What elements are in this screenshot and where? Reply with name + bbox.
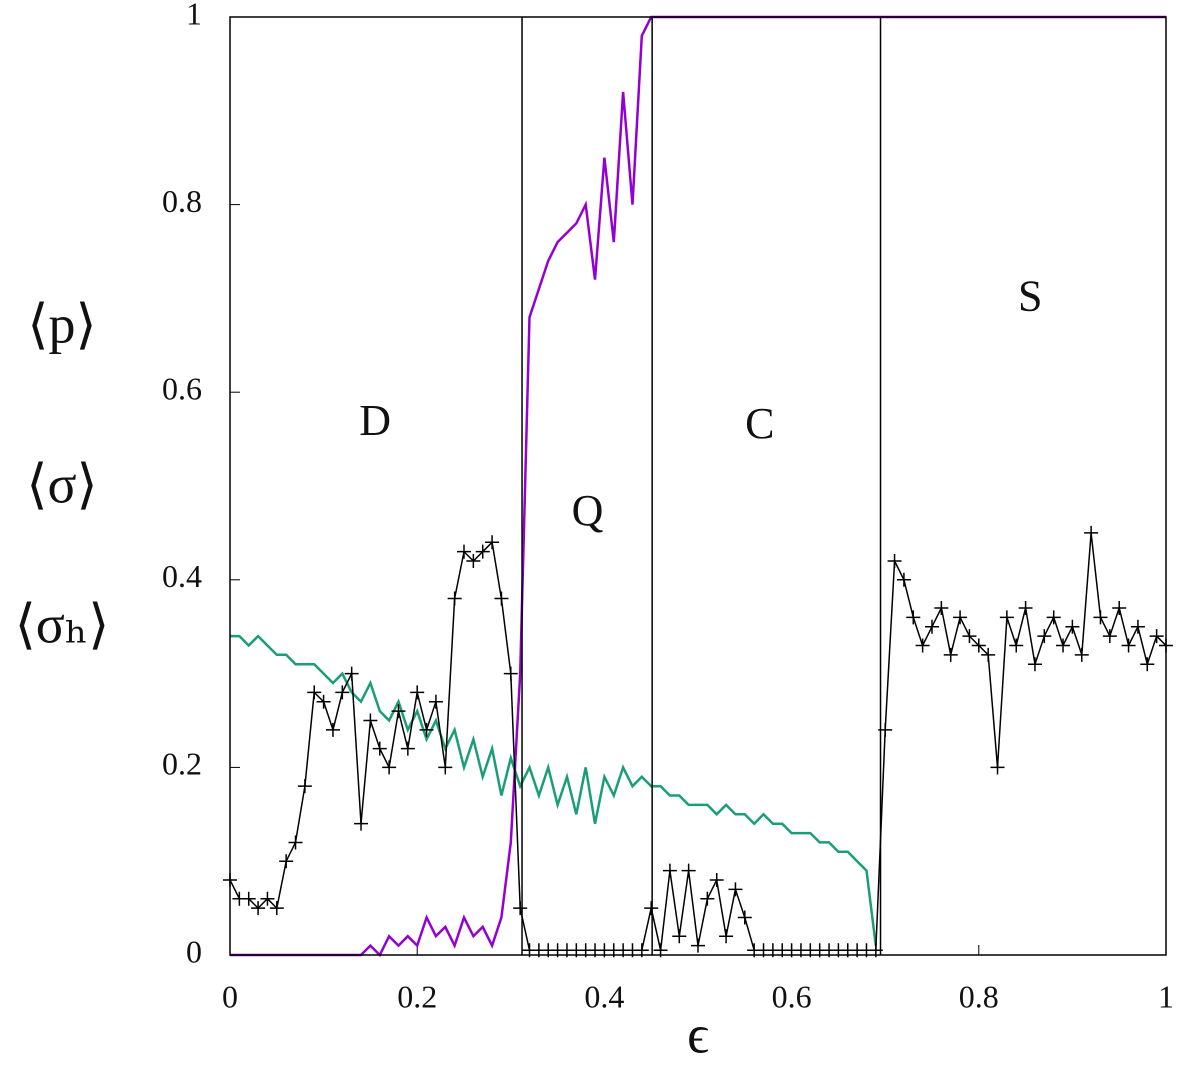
x-tick-label: 0.6 — [772, 978, 812, 1014]
point-marker — [925, 619, 939, 634]
point-marker — [1102, 629, 1117, 644]
point-marker — [447, 591, 462, 606]
point-marker — [1130, 619, 1145, 634]
point-marker — [1084, 525, 1099, 540]
point-marker — [1112, 600, 1127, 615]
point-marker — [719, 929, 734, 944]
plot-frame — [229, 16, 1167, 956]
point-marker — [672, 929, 687, 944]
y-tick-label: 0 — [186, 933, 202, 969]
x-tick-label: 0 — [222, 978, 238, 1014]
point-marker — [934, 600, 949, 615]
x-tick-label: 1 — [1158, 978, 1174, 1014]
point-marker — [335, 685, 350, 700]
y-tick-label: 0.2 — [162, 746, 202, 782]
y-axis-label: ⟨p⟩ — [27, 294, 96, 354]
region-label: C — [745, 399, 774, 448]
point-marker — [1065, 619, 1080, 634]
series-line — [230, 15, 1166, 958]
point-marker — [269, 901, 284, 916]
point-marker — [297, 779, 312, 794]
point-marker — [662, 863, 677, 878]
point-marker — [700, 891, 715, 906]
point-marker — [1027, 657, 1042, 672]
point-marker — [410, 685, 425, 700]
series-line — [229, 532, 1167, 952]
point-marker — [260, 891, 275, 906]
point-marker — [485, 535, 500, 550]
point-marker — [953, 610, 968, 625]
point-marker — [981, 647, 996, 662]
y-tick-label: 0.8 — [162, 183, 202, 219]
point-marker — [644, 901, 659, 916]
point-marker — [971, 638, 986, 653]
point-marker — [325, 722, 340, 737]
point-marker — [896, 572, 911, 587]
point-marker — [241, 891, 256, 906]
region-label: D — [359, 396, 391, 445]
point-marker — [1037, 629, 1052, 644]
point-marker — [475, 544, 490, 559]
x-tick-label: 0.2 — [397, 978, 437, 1014]
y-tick-label: 0.6 — [162, 371, 202, 407]
point-marker — [513, 901, 528, 916]
y-tick-label: 0.4 — [162, 558, 202, 594]
point-marker — [428, 694, 443, 709]
point-marker — [999, 610, 1014, 625]
point-marker — [709, 872, 724, 887]
point-marker — [316, 694, 331, 709]
point-marker — [382, 760, 397, 775]
x-axis-label: ϵ — [687, 1004, 709, 1064]
point-marker — [1140, 657, 1155, 672]
point-marker — [1046, 610, 1061, 625]
point-marker — [681, 863, 696, 878]
point-marker — [503, 666, 518, 681]
point-marker — [1056, 638, 1071, 653]
point-marker — [915, 638, 930, 653]
point-marker — [354, 816, 369, 831]
y-tick-label: 1 — [186, 0, 202, 31]
point-marker — [887, 554, 902, 569]
x-tick-label: 0.4 — [584, 978, 624, 1014]
point-marker — [943, 647, 958, 662]
point-marker — [438, 760, 453, 775]
point-marker — [419, 722, 434, 737]
point-marker — [251, 901, 266, 916]
region-label: S — [1018, 271, 1042, 320]
point-marker — [307, 685, 322, 700]
point-marker — [288, 835, 303, 850]
point-marker — [466, 554, 481, 569]
point-marker — [1018, 600, 1033, 615]
point-marker — [400, 741, 415, 756]
point-marker — [372, 741, 387, 756]
point-marker — [728, 882, 743, 897]
y-axis-label: ⟨σ⟩ — [26, 454, 97, 514]
point-marker — [1121, 638, 1136, 653]
point-marker — [1074, 647, 1089, 662]
point-marker — [691, 938, 705, 953]
point-marker — [1149, 629, 1164, 644]
y-axis-label: ⟨σₕ⟩ — [15, 594, 110, 654]
point-marker — [737, 910, 752, 925]
point-marker — [494, 591, 509, 606]
point-marker — [391, 704, 406, 719]
point-marker — [363, 713, 378, 728]
x-tick-label: 0.8 — [959, 978, 999, 1014]
point-marker — [906, 610, 921, 625]
point-marker — [279, 854, 294, 869]
point-marker — [344, 666, 359, 681]
point-marker — [962, 629, 977, 644]
point-marker — [1009, 638, 1024, 653]
point-marker — [990, 760, 1005, 775]
point-marker — [1093, 610, 1108, 625]
region-label: Q — [572, 486, 604, 535]
series-line — [230, 634, 878, 946]
point-marker — [457, 544, 471, 559]
